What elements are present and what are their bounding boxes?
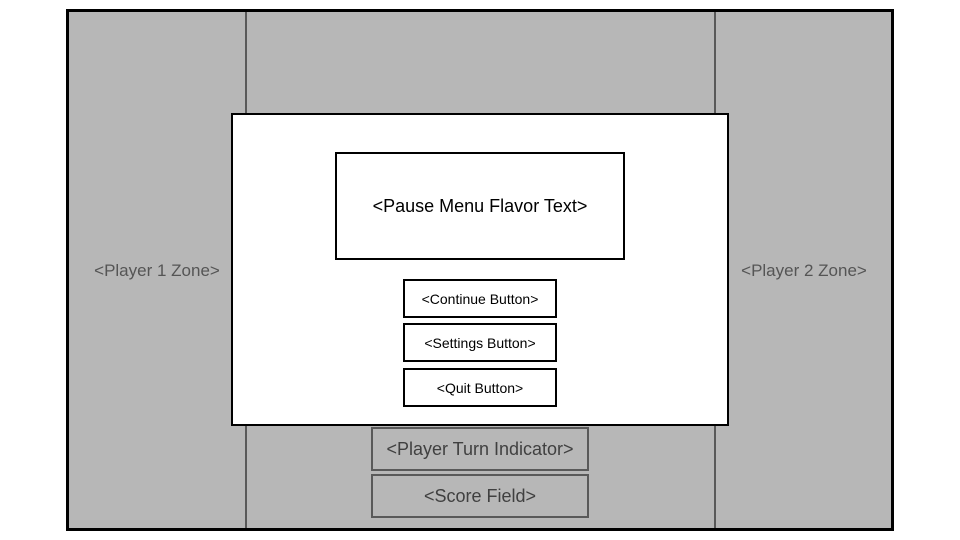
player-2-zone-label: <Player 2 Zone> (741, 261, 867, 280)
player-1-zone-label: <Player 1 Zone> (94, 261, 220, 280)
continue-button[interactable]: <Continue Button> (403, 279, 557, 318)
pause-menu-flavor-text: <Pause Menu Flavor Text> (335, 152, 625, 260)
quit-button[interactable]: <Quit Button> (403, 368, 557, 407)
score-field: <Score Field> (371, 474, 589, 518)
settings-button[interactable]: <Settings Button> (403, 323, 557, 362)
player-turn-indicator: <Player Turn Indicator> (371, 427, 589, 471)
